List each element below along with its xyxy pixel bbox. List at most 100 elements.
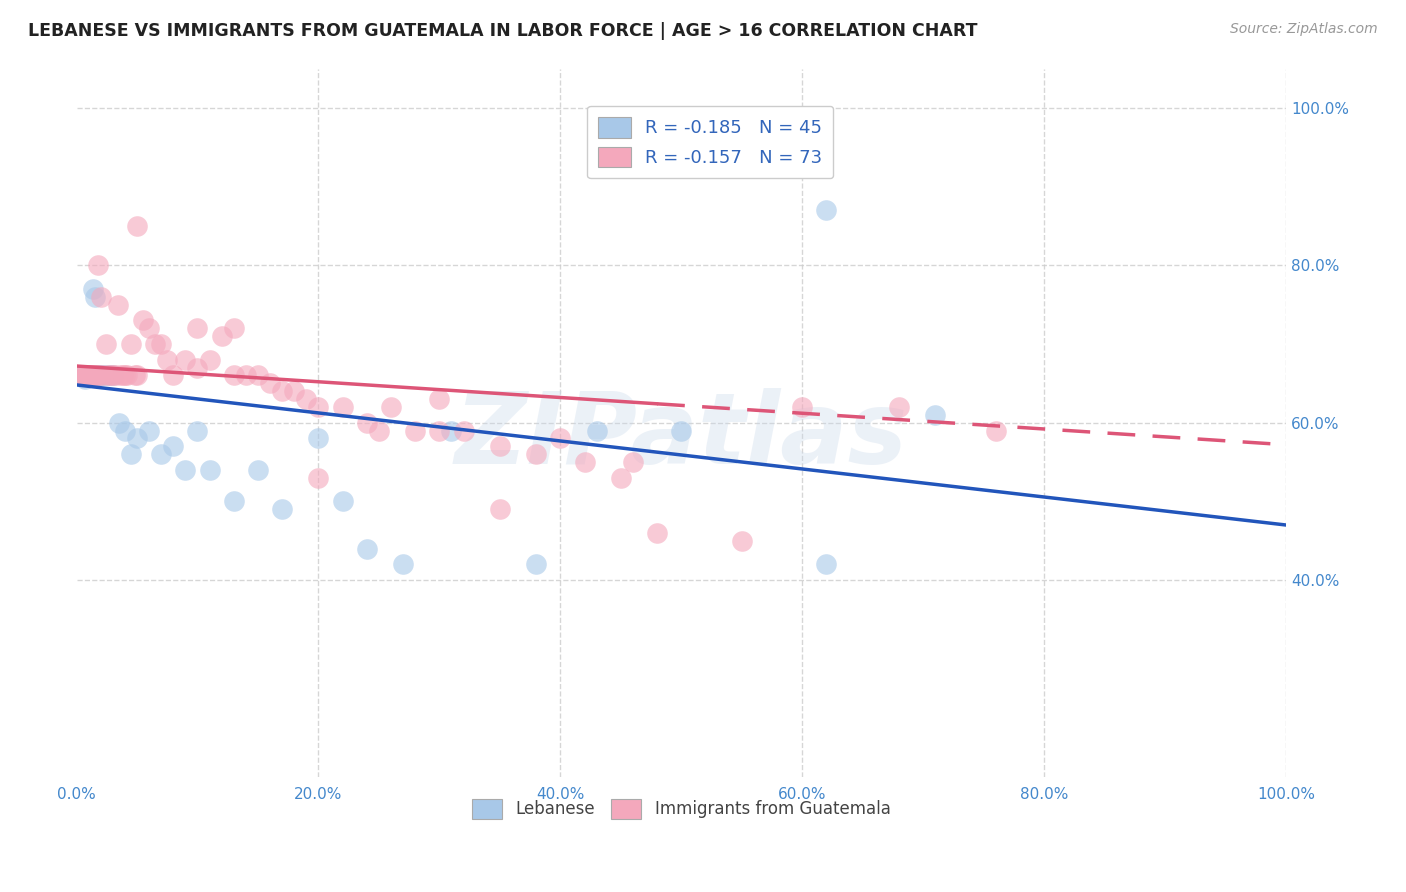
Point [91,368,114,383]
Point [332,494,354,508]
Point [87,368,110,383]
Point [82,368,104,383]
Point [574,455,596,469]
Point [73,368,96,383]
Point [815,203,838,218]
Point [392,558,415,572]
Point [924,408,946,422]
Point [295,392,318,406]
Point [138,321,160,335]
Point [429,424,451,438]
Point [120,337,142,351]
Point [143,337,166,351]
Point [90,290,112,304]
Point [101,368,124,383]
Point [125,432,148,446]
Point [887,400,910,414]
Point [792,400,814,414]
Point [356,541,378,556]
Point [524,447,547,461]
Point [671,424,693,438]
Point [108,416,131,430]
Point [332,400,354,414]
Point [489,502,512,516]
Point [125,368,148,383]
Point [156,352,179,367]
Point [645,525,668,540]
Point [72,368,94,383]
Point [307,432,329,446]
Point [86,368,108,383]
Point [404,424,426,438]
Point [271,502,294,516]
Point [150,337,173,351]
Point [91,368,114,383]
Point [84,368,107,383]
Point [90,368,112,383]
Point [307,471,329,485]
Point [162,368,184,383]
Point [100,368,122,383]
Point [82,368,104,383]
Point [186,424,208,438]
Point [186,321,208,335]
Point [550,432,572,446]
Point [73,368,96,383]
Point [283,384,305,399]
Point [77,368,100,383]
Point [83,368,105,383]
Point [174,352,197,367]
Point [259,376,281,391]
Point [984,424,1007,438]
Point [222,321,245,335]
Point [87,258,110,272]
Point [89,368,111,383]
Point [132,313,155,327]
Point [104,368,127,383]
Point [246,463,269,477]
Point [186,360,208,375]
Point [80,368,103,383]
Point [101,368,124,383]
Point [73,368,96,383]
Point [150,447,173,461]
Point [114,368,136,383]
Point [96,368,118,383]
Point [83,290,105,304]
Point [356,416,378,430]
Point [69,368,91,383]
Point [610,471,633,485]
Point [380,400,402,414]
Point [77,368,100,383]
Point [73,372,96,386]
Point [222,368,245,383]
Point [94,337,117,351]
Point [138,424,160,438]
Point [84,368,107,383]
Point [222,494,245,508]
Point [162,439,184,453]
Point [731,533,754,548]
Point [307,400,329,414]
Point [440,424,463,438]
Point [107,298,129,312]
Point [117,368,139,383]
Point [82,282,104,296]
Point [815,558,838,572]
Point [198,352,221,367]
Point [111,368,134,383]
Point [86,368,108,383]
Point [79,368,101,383]
Point [114,424,136,438]
Point [76,368,98,383]
Point [75,368,97,383]
Point [174,463,197,477]
Point [75,368,97,383]
Point [211,329,233,343]
Text: ZIPatlas: ZIPatlas [454,388,908,485]
Point [82,368,104,383]
Point [80,368,103,383]
Point [271,384,294,399]
Point [100,368,122,383]
Point [89,368,111,383]
